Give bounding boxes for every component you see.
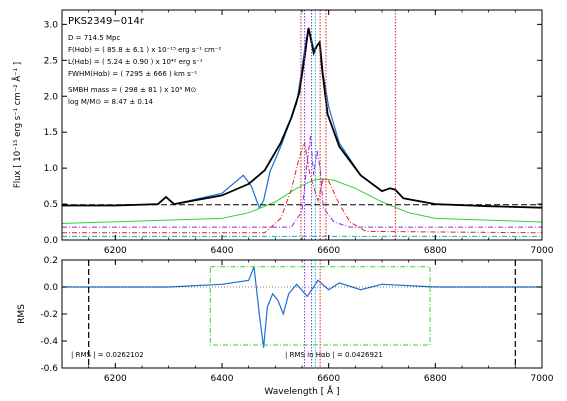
bottom-xtick-label-4: 7000 bbox=[531, 374, 554, 384]
bottom-xtick-label-0: 6200 bbox=[104, 374, 127, 384]
bottom-series-0 bbox=[62, 266, 542, 348]
bottom-xlabel: Wavelength [ Å ] bbox=[264, 385, 339, 397]
top-series-layer bbox=[62, 27, 542, 237]
top-ytick-label-5: 2.5 bbox=[44, 56, 58, 66]
top-series-2 bbox=[62, 178, 542, 224]
top-series-4 bbox=[62, 135, 542, 228]
top-ylabel: Flux [ 10⁻¹⁵ erg s⁻¹ cm⁻² Å⁻¹ ] bbox=[11, 62, 23, 188]
annotation-luminosity: L(Hαb) = ( 5.24 ± 0.90 ) x 10⁴² erg s⁻¹ bbox=[68, 58, 203, 66]
top-xtick-label-4: 7000 bbox=[531, 246, 554, 256]
top-series-1 bbox=[62, 27, 542, 209]
bottom-series-layer bbox=[62, 266, 542, 348]
bottom-ytick-label-0: -0.6 bbox=[40, 364, 58, 374]
bottom-ytick-label-1: -0.4 bbox=[40, 337, 58, 347]
top-panel: 6200 6400 6600 6800 7000 0.0 0.5 1.0 1.5 2.0 2.5 3.… bbox=[11, 9, 554, 256]
top-ytick-label-3: 1.5 bbox=[44, 128, 58, 138]
top-ytick-label-4: 2.0 bbox=[44, 92, 59, 102]
top-ytick-label-0: 0.0 bbox=[44, 236, 59, 246]
bottom-xtick-label-1: 6400 bbox=[211, 374, 234, 384]
annotation-rms-in-line: | RMS in Hαb | = 0.0426921 bbox=[285, 351, 383, 359]
top-xtick-label-2: 6600 bbox=[317, 246, 340, 256]
bottom-ylabel: RMS bbox=[17, 304, 27, 324]
annotation-log-mass: log M/M⊙ = 8.47 ± 0.14 bbox=[68, 98, 154, 106]
bottom-ytick-label-4: 0.2 bbox=[44, 256, 58, 266]
top-vline-layer bbox=[300, 10, 396, 240]
top-ytick-label-1: 0.5 bbox=[44, 200, 58, 210]
bottom-vline-layer bbox=[88, 260, 516, 368]
bottom-ticks: 6200 6400 6600 6800 7000 -0.6 -0.4 -0.2 0.0 0.2 bbox=[40, 256, 553, 384]
top-xtick-label-1: 6400 bbox=[211, 246, 234, 256]
top-ytick-label-2: 1.0 bbox=[44, 164, 59, 174]
bottom-xtick-label-2: 6600 bbox=[317, 374, 340, 384]
top-series-0 bbox=[62, 27, 542, 210]
annotation-rms: | RMS | = 0.0262102 bbox=[71, 351, 144, 359]
top-xtick-label-3: 6800 bbox=[424, 246, 447, 256]
bottom-ytick-label-2: -0.2 bbox=[40, 310, 58, 320]
bottom-panel: 6200 6400 6600 6800 7000 -0.6 -0.4 -0.2 0.0 0.2 |… bbox=[17, 256, 554, 397]
bottom-xtick-label-3: 6800 bbox=[424, 374, 447, 384]
annotation-distance: D = 714.5 Mpc bbox=[68, 34, 120, 42]
top-ytick-label-6: 3.0 bbox=[44, 20, 59, 30]
top-series-3 bbox=[62, 141, 542, 234]
annotation-flux: F(Hαb) = ( 85.8 ± 6.1 ) x 10⁻¹⁵ erg s⁻¹ … bbox=[68, 46, 222, 54]
top-xtick-label-0: 6200 bbox=[104, 246, 127, 256]
annotation-smbh-mass: SMBH mass = ( 298 ± 81 ) x 10⁶ M⊙ bbox=[68, 86, 196, 94]
bottom-ytick-label-3: 0.0 bbox=[44, 283, 59, 293]
object-name: PKS2349−014r bbox=[68, 16, 145, 27]
annotation-fwhm: FWHM(Hαb) = ( 7295 ± 666 ) km s⁻¹ bbox=[68, 70, 197, 78]
top-ticks: 6200 6400 6600 6800 7000 0.0 0.5 1.0 1.5 2.0 2.5 3.… bbox=[44, 10, 554, 256]
